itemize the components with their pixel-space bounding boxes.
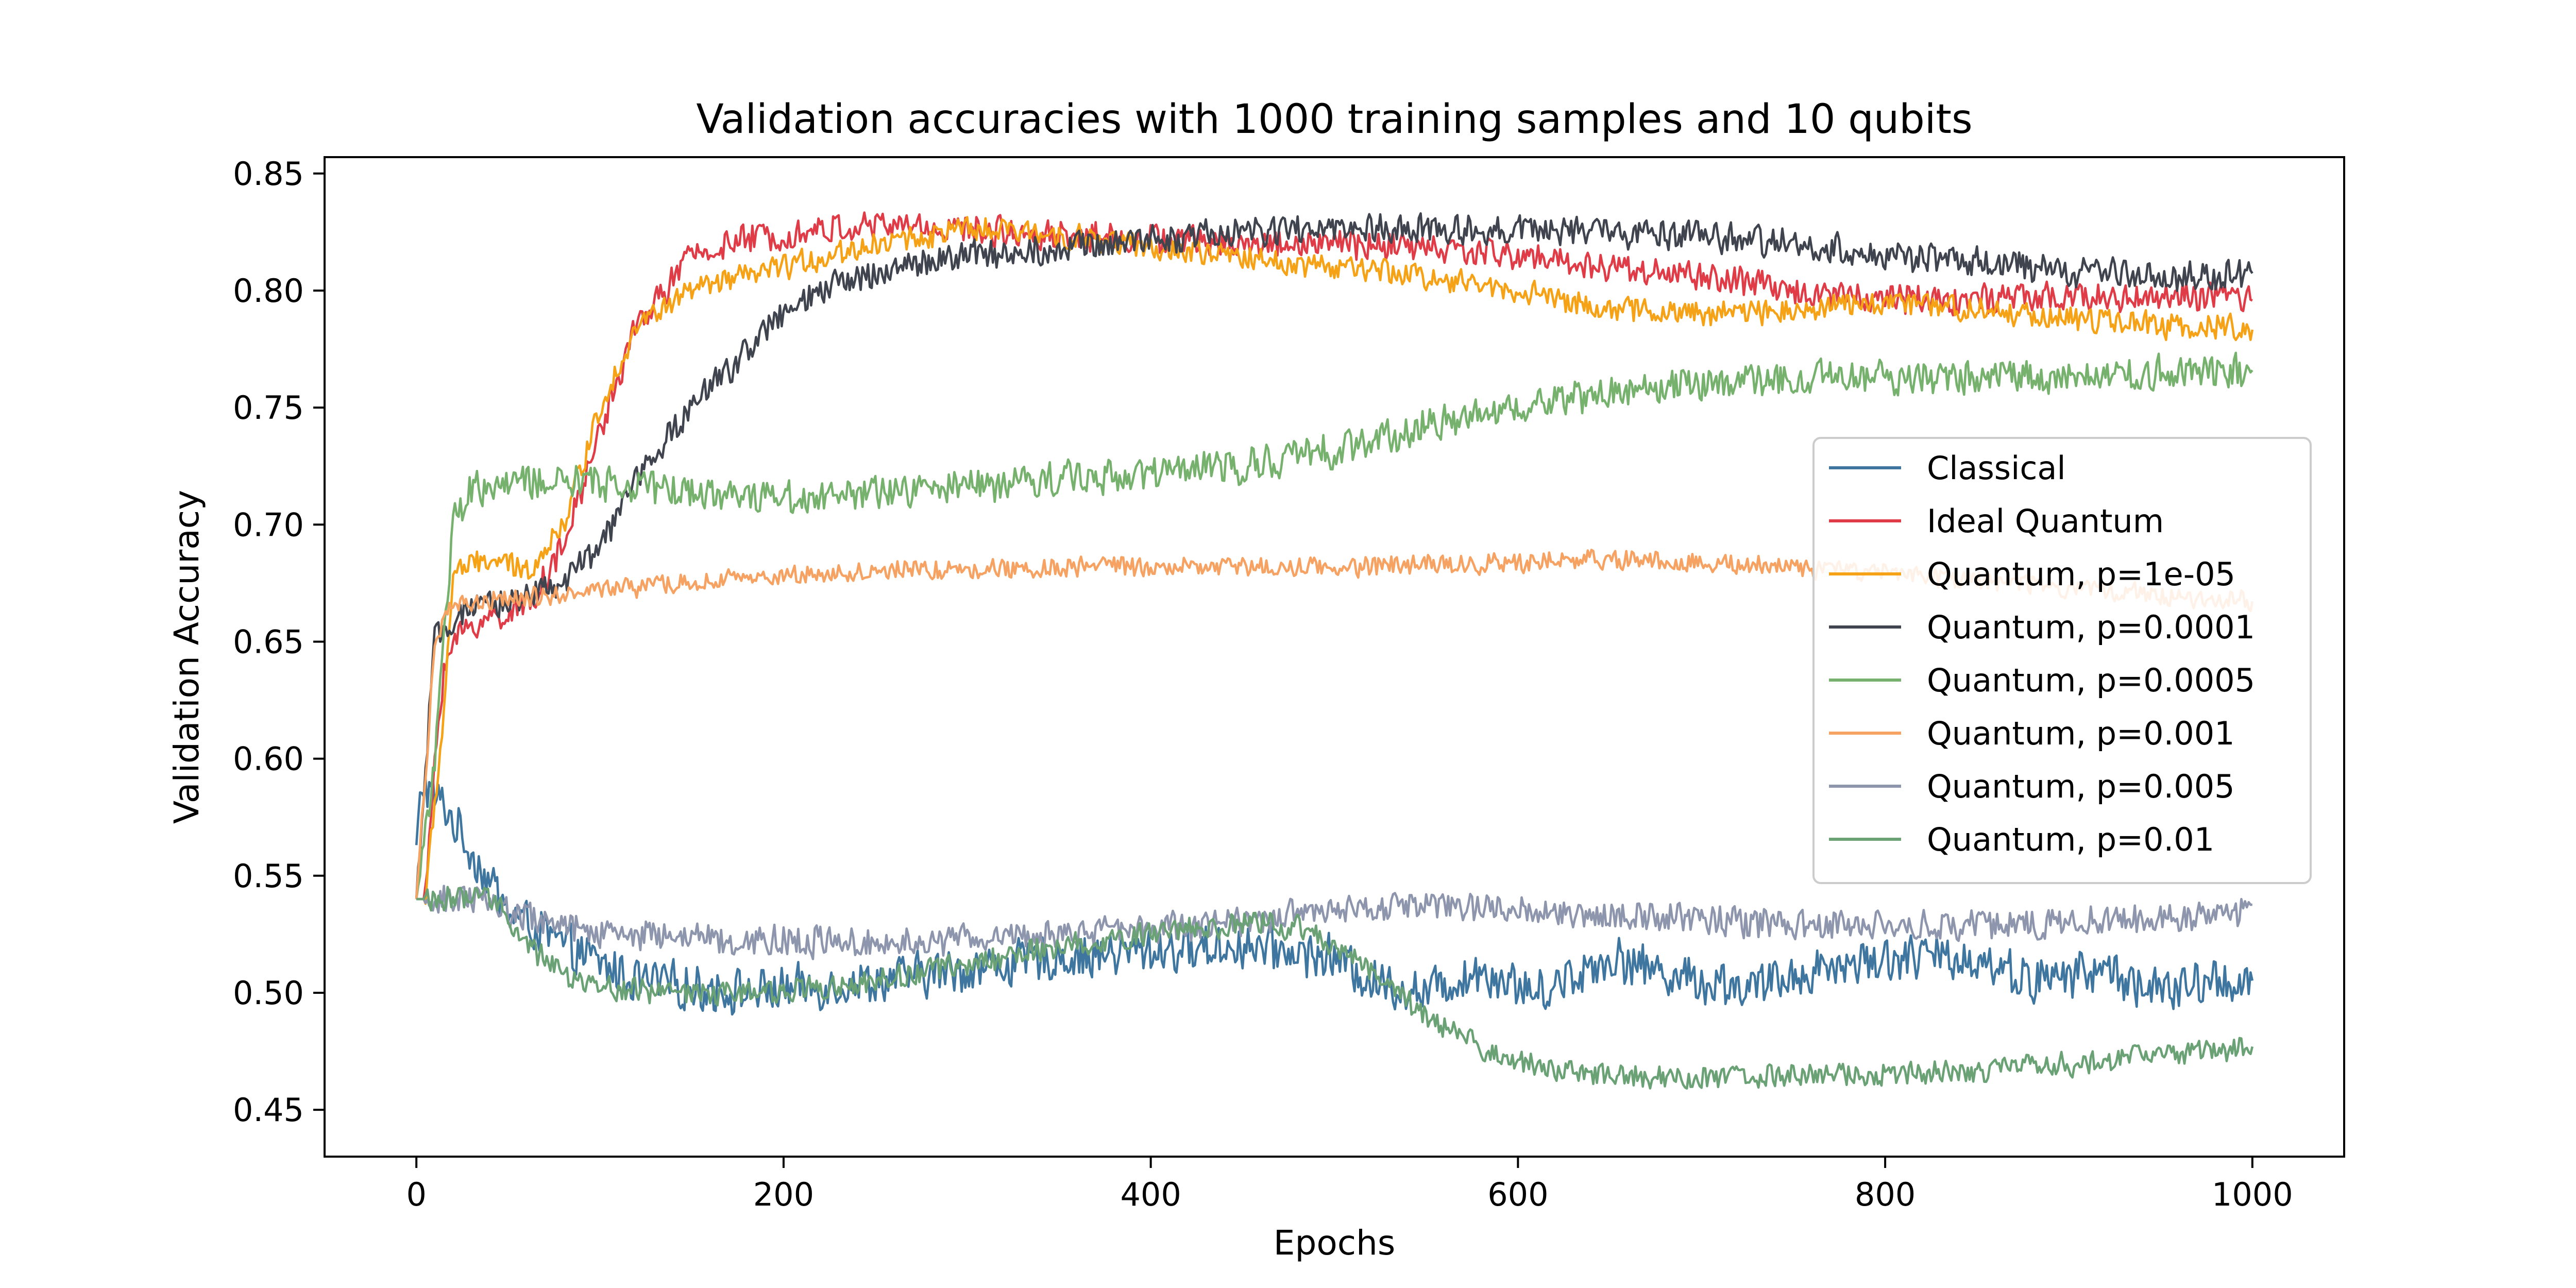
series-line bbox=[416, 885, 2252, 960]
x-tick-label: 0 bbox=[406, 1176, 426, 1213]
series-line bbox=[415, 212, 2253, 900]
legend-box bbox=[1812, 437, 2312, 884]
y-tick-label: 0.55 bbox=[233, 857, 304, 895]
legend-label: Quantum, p=0.001 bbox=[1927, 715, 2235, 752]
y-axis-label: Validation Accuracy bbox=[167, 490, 207, 824]
series-line bbox=[416, 216, 2254, 905]
legend-label: Quantum, p=0.01 bbox=[1927, 821, 2214, 858]
series-line bbox=[415, 351, 2253, 900]
chart-title: Validation accuracies with 1000 training… bbox=[696, 96, 1972, 143]
legend: Classical Ideal Quantum Quantum, p=1e-05 Qu… bbox=[1812, 437, 2312, 884]
series-line bbox=[415, 776, 2254, 1016]
y-tick-label: 0.65 bbox=[233, 623, 304, 660]
legend-label: Quantum, p=0.0001 bbox=[1927, 608, 2255, 646]
x-tick-label: 800 bbox=[1855, 1176, 1916, 1213]
y-axis: 0.45 0.50 0.55 0.60 0.65 0.70 0.75 0.80 0.85 bbox=[233, 155, 325, 1129]
series-line bbox=[416, 886, 2254, 1090]
x-axis-label: Epochs bbox=[1274, 1223, 1395, 1263]
x-tick-label: 200 bbox=[753, 1176, 814, 1213]
legend-label: Ideal Quantum bbox=[1927, 502, 2164, 540]
y-tick-label: 0.80 bbox=[233, 272, 304, 310]
plot-frame bbox=[324, 156, 2345, 1158]
y-tick-label: 0.45 bbox=[233, 1091, 304, 1129]
y-tick-label: 0.85 bbox=[233, 155, 304, 193]
legend-label: Quantum, p=0.0005 bbox=[1927, 662, 2255, 699]
legend-label: Quantum, p=1e-05 bbox=[1927, 555, 2235, 593]
series-layer bbox=[415, 211, 2254, 1090]
y-tick-label: 0.70 bbox=[233, 506, 304, 544]
y-tick-label: 0.50 bbox=[233, 974, 304, 1012]
legend-label: Classical bbox=[1927, 449, 2066, 487]
x-tick-label: 400 bbox=[1120, 1176, 1181, 1213]
x-axis: 0 200 400 600 800 1000 bbox=[406, 1157, 2293, 1213]
x-tick-label: 1000 bbox=[2212, 1176, 2293, 1213]
y-tick-label: 0.60 bbox=[233, 740, 304, 778]
x-tick-label: 600 bbox=[1487, 1176, 1548, 1213]
legend-label: Quantum, p=0.005 bbox=[1927, 768, 2235, 805]
y-tick-label: 0.75 bbox=[233, 389, 304, 427]
